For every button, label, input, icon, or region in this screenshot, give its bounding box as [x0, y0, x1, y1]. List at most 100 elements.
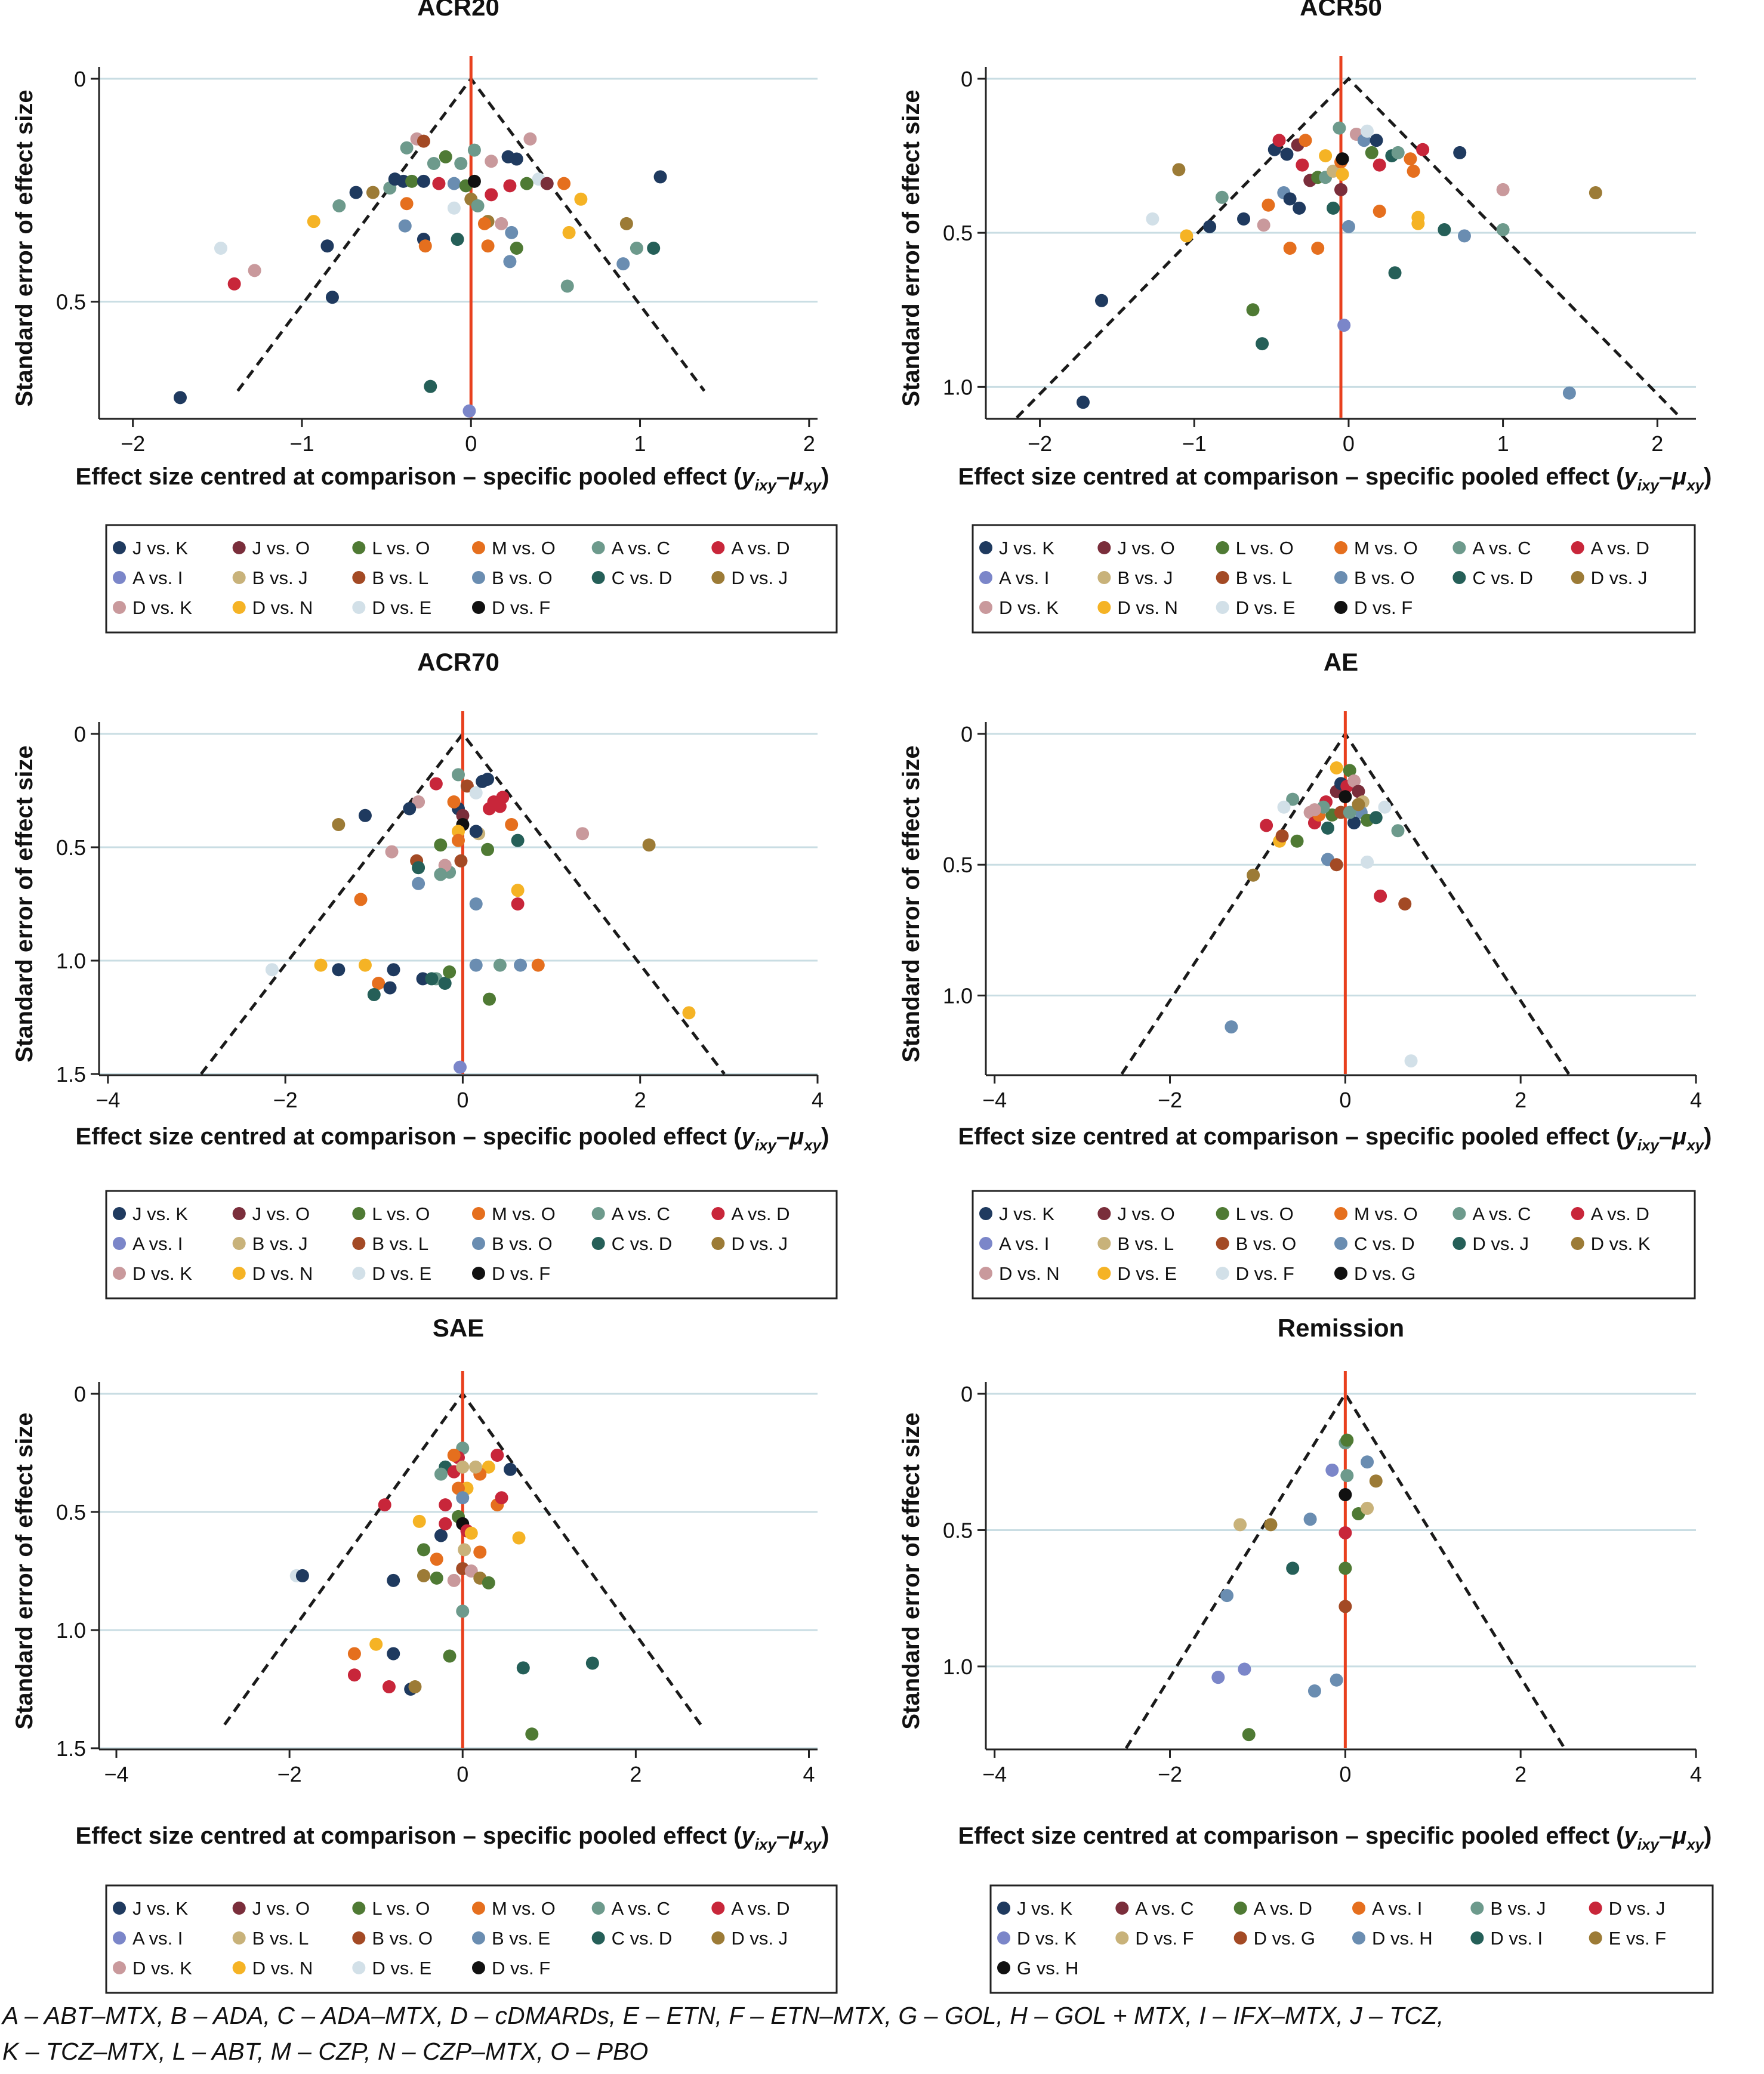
data-point-b-vs-o — [1275, 829, 1289, 842]
legend-marker-d-vs-i — [1470, 1931, 1484, 1945]
legend-marker-b-vs-l — [1097, 1237, 1111, 1250]
legend-label-a-vs-c: A vs. C — [612, 538, 670, 558]
legend-label-d-vs-j: D vs. J — [731, 1233, 788, 1254]
data-point-d-vs-n — [1347, 774, 1361, 788]
data-point-b-vs-o — [1562, 386, 1576, 400]
data-point-a-vs-c — [434, 868, 448, 881]
data-point-d-vs-n — [574, 192, 588, 206]
data-point-j-vs-k — [349, 186, 363, 199]
data-point-j-vs-k — [403, 802, 417, 816]
chart-title: Remission — [1278, 1314, 1404, 1342]
legend-marker-b-vs-l — [352, 1237, 366, 1250]
legend-label-d-vs-k: D vs. K — [132, 1958, 192, 1979]
legend-marker-j-vs-k — [979, 1207, 992, 1220]
data-point-a-vs-d — [511, 897, 525, 911]
legend-marker-a-vs-d — [1233, 1902, 1247, 1915]
data-point-a-vs-d — [1242, 1728, 1256, 1742]
data-point-d-vs-n — [314, 958, 328, 972]
data-point-a-vs-d — [1272, 134, 1286, 147]
data-point-l-vs-o — [1246, 303, 1260, 317]
legend-marker-d-vs-k — [113, 1961, 126, 1974]
data-point-d-vs-n — [307, 215, 320, 229]
data-point-a-vs-c — [1343, 805, 1356, 819]
legend-marker-d-vs-n — [979, 1267, 992, 1280]
x-axis-label: Effect size centred at comparison – spec… — [958, 1124, 1712, 1154]
data-point-l-vs-o — [434, 838, 448, 852]
data-point-d-vs-f — [1378, 800, 1392, 814]
data-point-c-vs-d — [647, 242, 661, 255]
legend-label-b-vs-l: B vs. L — [1117, 1233, 1174, 1254]
data-point-l-vs-o — [439, 150, 452, 163]
data-point-m-vs-o — [1283, 242, 1297, 255]
data-point-b-vs-o — [412, 876, 425, 890]
data-point-a-vs-d — [1296, 158, 1309, 172]
y-axis-label: Standard error of effect size — [11, 1412, 38, 1729]
legend-label-b-vs-o: B vs. O — [1354, 567, 1415, 588]
data-point-d-vs-j — [1339, 1526, 1352, 1540]
y-tick-label: 1.0 — [56, 1618, 86, 1643]
data-point-l-vs-o — [481, 842, 495, 856]
data-point-d-vs-f — [1361, 1501, 1374, 1515]
data-point-a-vs-d — [432, 177, 446, 190]
legend-label-j-vs-k: J vs. K — [132, 1898, 188, 1919]
data-point-d-vs-f — [1361, 855, 1374, 869]
data-point-l-vs-o — [1290, 834, 1304, 848]
data-point-a-vs-d — [495, 1491, 508, 1505]
x-tick-label: −1 — [289, 431, 314, 456]
legend-label-m-vs-o: M vs. O — [1354, 1203, 1418, 1224]
data-point-b-vs-o — [1341, 220, 1355, 233]
legend-label-j-vs-k: J vs. K — [132, 1203, 188, 1224]
data-point-d-vs-f — [1233, 1518, 1247, 1532]
legend-marker-m-vs-o — [472, 1207, 485, 1220]
data-point-e-vs-f — [1264, 1518, 1278, 1532]
data-point-l-vs-o — [443, 965, 457, 979]
data-point-m-vs-o — [354, 893, 368, 906]
data-point-j-vs-k — [1347, 816, 1361, 830]
y-tick-label: 0.5 — [56, 290, 86, 314]
data-point-d-vs-k — [1325, 1463, 1339, 1477]
legend-label-j-vs-k: J vs. K — [132, 538, 188, 558]
data-point-d-vs-f — [1277, 800, 1291, 814]
chart-title: SAE — [433, 1314, 484, 1342]
data-point-d-vs-k — [447, 1573, 461, 1587]
legend-label-a-vs-d: A vs. D — [731, 1203, 790, 1224]
data-point-l-vs-o — [430, 1571, 443, 1585]
legend-marker-d-vs-n — [232, 601, 246, 614]
funnel-boundary — [1015, 76, 1682, 419]
y-tick-label: 0 — [961, 67, 973, 91]
legend-marker-d-vs-k — [979, 601, 992, 614]
data-point-d-vs-e — [214, 242, 227, 255]
legend-label-d-vs-k: D vs. K — [1017, 1928, 1077, 1949]
legend-marker-a-vs-c — [1115, 1902, 1129, 1915]
data-point-d-vs-n — [464, 1526, 478, 1540]
data-point-d-vs-n — [512, 1531, 526, 1545]
abbreviation-footnote: A – ABT–MTX, B – ADA, C – ADA–MTX, D – c… — [2, 1998, 1733, 2069]
data-point-d-vs-j — [1321, 821, 1334, 835]
data-point-d-vs-j — [1172, 163, 1186, 177]
legend-label-a-vs-d: A vs. D — [1591, 1203, 1649, 1224]
legend-label-d-vs-e: D vs. E — [372, 597, 431, 618]
data-point-d-vs-f — [1336, 152, 1349, 166]
x-tick-label: 4 — [803, 1762, 815, 1786]
legend-box — [989, 1884, 1714, 1994]
legend-marker-j-vs-k — [979, 541, 992, 554]
data-point-j-vs-k — [1076, 396, 1090, 409]
legend-label-c-vs-d: C vs. D — [612, 567, 673, 588]
legend-marker-b-vs-e — [472, 1931, 485, 1945]
x-tick-label: −2 — [121, 431, 145, 456]
legend-marker-d-vs-k — [1571, 1237, 1584, 1250]
data-point-d-vs-h — [1220, 1589, 1234, 1603]
data-point-l-vs-o — [482, 1576, 495, 1590]
legend-label-a-vs-c: A vs. C — [612, 1203, 670, 1224]
y-tick-label: 1.5 — [56, 1062, 86, 1087]
data-point-d-vs-j — [366, 186, 380, 199]
x-tick-label: 0 — [457, 1762, 468, 1786]
legend-label-a-vs-i: A vs. I — [999, 1233, 1049, 1254]
data-point-d-vs-g — [1339, 1600, 1352, 1613]
data-point-j-vs-o — [1352, 785, 1365, 798]
legend-label-d-vs-k: D vs. K — [132, 597, 192, 618]
data-point-b-vs-l — [454, 854, 468, 868]
data-point-a-vs-c — [1215, 190, 1229, 204]
legend-marker-d-vs-g — [1334, 1267, 1347, 1280]
data-point-d-vs-j — [1589, 186, 1602, 200]
